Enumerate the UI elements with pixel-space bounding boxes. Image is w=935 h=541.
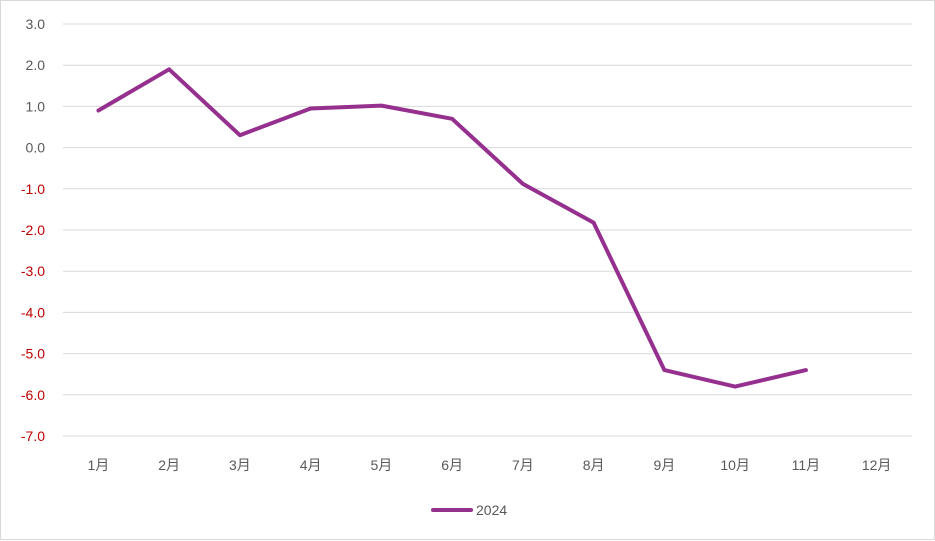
x-tick-label: 9月 (653, 457, 675, 473)
plot-area (98, 69, 806, 386)
x-tick-label: 4月 (300, 457, 322, 473)
x-tick-label: 1月 (87, 457, 109, 473)
x-tick-label: 10月 (720, 457, 750, 473)
y-tick-label: -2.0 (21, 222, 45, 238)
y-tick-label: -5.0 (21, 346, 45, 362)
legend: 2024 (433, 502, 507, 518)
x-axis: 1月 2月 3月 4月 5月 6月 7月 8月 9月 10月 11月 12月 (87, 457, 891, 473)
y-tick-label: -7.0 (21, 428, 45, 444)
y-tick-label: 0.0 (26, 140, 46, 156)
y-tick-label: 2.0 (26, 57, 46, 73)
x-tick-label: 7月 (512, 457, 534, 473)
x-tick-label: 11月 (792, 457, 821, 473)
y-tick-label: -4.0 (21, 304, 45, 320)
y-axis: 3.0 2.0 1.0 0.0 -1.0 -2.0 -3.0 -4.0 -5.0 -6.0 -7.0 (21, 16, 45, 444)
x-tick-label: 6月 (441, 457, 463, 473)
legend-label: 2024 (476, 502, 507, 518)
y-tick-label: -3.0 (21, 263, 45, 279)
x-tick-label: 12月 (862, 457, 892, 473)
y-tick-label: -1.0 (21, 181, 45, 197)
y-tick-label: 1.0 (26, 98, 46, 114)
x-tick-label: 2月 (158, 457, 180, 473)
y-tick-label: -6.0 (21, 387, 45, 403)
y-tick-label: 3.0 (26, 16, 46, 32)
x-tick-label: 8月 (583, 457, 605, 473)
x-tick-label: 5月 (370, 457, 392, 473)
series-line-2024 (98, 69, 806, 386)
x-tick-label: 3月 (229, 457, 251, 473)
